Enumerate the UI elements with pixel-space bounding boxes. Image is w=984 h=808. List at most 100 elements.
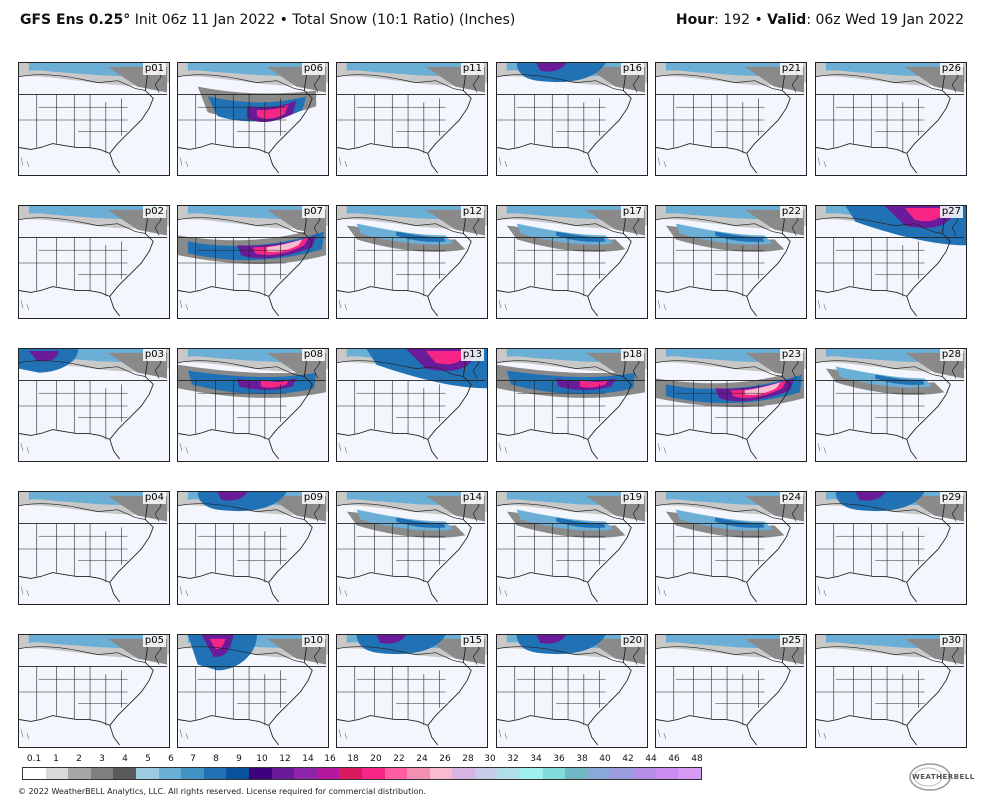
snow-map — [656, 492, 806, 604]
colorbar-tick-label: 38 — [576, 754, 588, 764]
snow-map — [337, 63, 487, 175]
ensemble-panel-p19: p19 — [496, 491, 648, 605]
ensemble-panel-p01: p01 — [18, 62, 170, 176]
snow-map — [337, 349, 487, 461]
colorbar-tick-label: 7 — [190, 754, 196, 764]
colorbar-swatch — [474, 768, 498, 779]
colorbar-tick-label: 5 — [145, 754, 151, 764]
colorbar-swatch — [429, 768, 453, 779]
colorbar-tick-label: 26 — [439, 754, 451, 764]
panel-member-label: p14 — [460, 492, 484, 504]
colorbar-swatch — [633, 768, 656, 779]
ensemble-panel-p16: p16 — [496, 62, 648, 176]
colorbar-swatch — [542, 768, 566, 779]
valid-value: : 06z Wed 19 Jan 2022 — [806, 12, 964, 28]
copyright-notice: © 2022 WeatherBELL Analytics, LLC. All r… — [18, 787, 426, 796]
colorbar-swatch — [23, 768, 46, 779]
colorbar-tick-label: 3 — [99, 754, 105, 764]
colorbar-swatch — [226, 768, 249, 779]
colorbar-tick-label: 10 — [256, 754, 268, 764]
colorbar-swatch — [520, 768, 543, 779]
snow-map — [178, 349, 328, 461]
ensemble-panel-p17: p17 — [496, 205, 648, 319]
valid-info: Hour: 192 • Valid: 06z Wed 19 Jan 2022 — [676, 12, 964, 28]
panel-member-label: p21 — [779, 63, 803, 75]
hour-value: : 192 — [714, 12, 750, 28]
colorbar-swatch — [678, 768, 701, 779]
valid-separator: • — [754, 12, 763, 28]
colorbar-tick-label: 12 — [279, 754, 291, 764]
ensemble-panel-p27: p27 — [815, 205, 967, 319]
colorbar-swatch — [339, 768, 362, 779]
colorbar-tick-label: 24 — [416, 754, 428, 764]
panel-member-label: p09 — [301, 492, 325, 504]
colorbar-swatch — [587, 768, 611, 779]
colorbar-tick-label: 40 — [599, 754, 611, 764]
init-time: Init 06z 11 Jan 2022 — [134, 12, 276, 28]
colorbar-swatch — [610, 768, 634, 779]
ensemble-panel-p03: p03 — [18, 348, 170, 462]
snow-map — [816, 635, 966, 747]
logo-swirl-icon — [909, 763, 951, 791]
colorbar-ticks: 0.1 1 2 3 4 5 6 7 8 9 10 12 14 16 18 20 22 24 26 28 30 32 34 36… — [22, 754, 703, 766]
panel-member-label: p16 — [620, 63, 644, 75]
panel-member-label: p04 — [142, 492, 166, 504]
colorbar-tick-label: 42 — [622, 754, 634, 764]
colorbar-swatch — [68, 768, 91, 779]
panel-member-label: p12 — [460, 206, 484, 218]
panel-member-label: p15 — [460, 635, 484, 647]
colorbar-tick-label: 8 — [213, 754, 219, 764]
colorbar-swatch — [203, 768, 227, 779]
snow-map — [19, 635, 169, 747]
panel-member-label: p11 — [460, 63, 484, 75]
ensemble-panel-grid: p01 p06 p1 — [18, 62, 967, 748]
panel-member-label: p07 — [301, 206, 325, 218]
colorbar-swatch — [316, 768, 340, 779]
colorbar-swatch — [407, 768, 430, 779]
ensemble-panel-p21: p21 — [655, 62, 807, 176]
colorbar-tick-label: 20 — [370, 754, 382, 764]
ensemble-panel-p13: p13 — [336, 348, 488, 462]
panel-member-label: p08 — [301, 349, 325, 361]
colorbar-tick-label: 46 — [668, 754, 680, 764]
snow-map — [816, 492, 966, 604]
ensemble-panel-p26: p26 — [815, 62, 967, 176]
panel-member-label: p19 — [620, 492, 644, 504]
panel-member-label: p13 — [460, 349, 484, 361]
snow-map — [19, 63, 169, 175]
ensemble-panel-p18: p18 — [496, 348, 648, 462]
ensemble-panel-p05: p05 — [18, 634, 170, 748]
ensemble-panel-p14: p14 — [336, 491, 488, 605]
snow-map — [178, 63, 328, 175]
panel-member-label: p24 — [779, 492, 803, 504]
colorbar-tick-label: 9 — [236, 754, 242, 764]
ensemble-panel-p29: p29 — [815, 491, 967, 605]
colorbar-swatch — [452, 768, 475, 779]
ensemble-panel-p20: p20 — [496, 634, 648, 748]
panel-member-label: p30 — [939, 635, 963, 647]
ensemble-panel-p28: p28 — [815, 348, 967, 462]
colorbar-tick-label: 18 — [347, 754, 359, 764]
panel-member-label: p10 — [301, 635, 325, 647]
colorbar-tick-label: 36 — [553, 754, 565, 764]
panel-member-label: p23 — [779, 349, 803, 361]
colorbar-swatch — [181, 768, 204, 779]
snow-map — [497, 206, 647, 318]
snow-map — [19, 349, 169, 461]
colorbar-tick-label: 48 — [691, 754, 703, 764]
ensemble-panel-p02: p02 — [18, 205, 170, 319]
snow-map — [497, 63, 647, 175]
colorbar-swatches — [22, 767, 702, 780]
colorbar-tick-label: 28 — [462, 754, 474, 764]
ensemble-panel-p22: p22 — [655, 205, 807, 319]
colorbar-swatch — [294, 768, 317, 779]
snow-map — [497, 492, 647, 604]
panel-member-label: p05 — [142, 635, 166, 647]
panel-member-label: p18 — [620, 349, 644, 361]
logo-text: WEATHERBELL — [912, 773, 975, 781]
panel-member-label: p17 — [620, 206, 644, 218]
snow-map — [178, 206, 328, 318]
ensemble-panel-p08: p08 — [177, 348, 329, 462]
colorbar-tick-label: 6 — [168, 754, 174, 764]
ensemble-panel-p30: p30 — [815, 634, 967, 748]
